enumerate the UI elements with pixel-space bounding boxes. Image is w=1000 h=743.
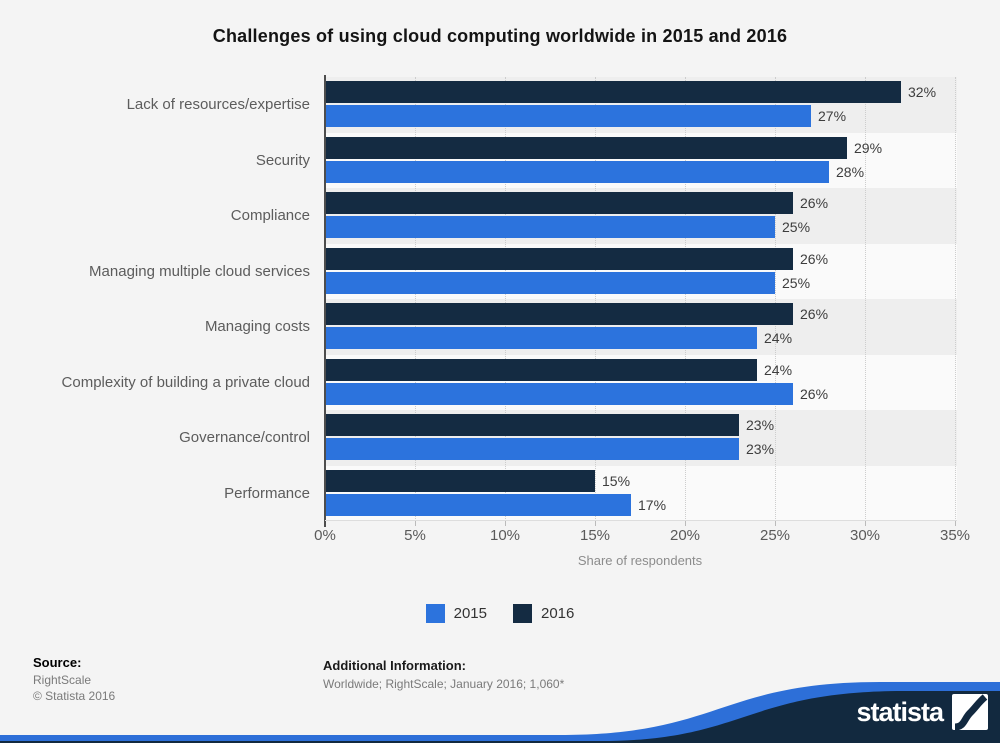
gridline — [955, 77, 956, 521]
category-label: Lack of resources/expertise — [126, 96, 310, 113]
statista-wordmark: statista — [856, 696, 944, 727]
legend: 2015 2016 — [0, 604, 1000, 623]
value-label-2016: 24% — [764, 361, 793, 378]
x-tick-label: 35% — [939, 527, 971, 544]
bar-2015 — [325, 271, 775, 294]
x-tick — [595, 521, 596, 526]
x-tick-label: 5% — [404, 527, 426, 544]
value-label-2015: 28% — [836, 163, 865, 180]
x-tick-label: 25% — [759, 527, 791, 544]
statista-logo: statista — [856, 694, 988, 730]
gridline — [595, 77, 596, 521]
bar-2015 — [325, 105, 811, 127]
bar-2016 — [325, 247, 793, 270]
category-label: Security — [255, 151, 310, 169]
category-label: Governance/control — [179, 429, 310, 446]
x-tick — [685, 521, 686, 526]
gridline — [415, 77, 416, 521]
statista-slope-icon — [952, 694, 988, 730]
legend-label: 2015 — [453, 605, 487, 622]
category-label: Complexity of building a private cloud — [61, 373, 310, 391]
x-tick-label: 0% — [314, 527, 336, 544]
statista-wave-decoration — [0, 682, 1000, 743]
chart-title: Challenges of using cloud computing worl… — [212, 26, 788, 46]
value-label-2016: 15% — [602, 472, 631, 489]
x-axis-baseline — [325, 520, 957, 521]
bar-2015 — [325, 327, 757, 349]
value-label-2015: 17% — [638, 496, 667, 513]
legend-swatch-2015 — [425, 604, 445, 623]
gridline — [505, 77, 506, 521]
x-tick — [865, 521, 866, 526]
value-label-2015: 27% — [818, 108, 847, 124]
category-label: Performance — [224, 484, 310, 502]
gridline — [685, 77, 686, 521]
value-label-2016: 23% — [746, 417, 775, 433]
bar-2016 — [325, 469, 595, 492]
x-tick-zero — [324, 521, 326, 527]
bar-2016 — [325, 192, 793, 214]
bar-2015 — [325, 382, 793, 405]
value-label-2015: 23% — [746, 441, 775, 457]
x-tick — [415, 521, 416, 526]
x-axis-title: Share of respondents — [577, 553, 703, 568]
x-tick-label: 20% — [669, 527, 701, 544]
value-label-2015: 25% — [782, 274, 811, 291]
y-axis-line — [324, 75, 326, 526]
x-tick-label: 30% — [849, 527, 881, 544]
bar-2015 — [325, 160, 829, 183]
value-label-2015: 26% — [800, 385, 829, 402]
value-label-2016: 29% — [854, 139, 883, 156]
bar-2016 — [325, 303, 793, 325]
category-label: Managing multiple cloud services — [89, 262, 310, 280]
x-axis-ticks — [324, 521, 957, 527]
x-tick — [775, 521, 776, 526]
plot-area: 32% 27% 29% 28% 26% 25% 26% 25% 26% 24% 24% 26% 23% 2… — [325, 77, 957, 521]
bar-2016 — [325, 81, 901, 103]
category-label: Managing costs — [204, 318, 310, 335]
value-label-2016: 26% — [800, 195, 829, 211]
legend-label: 2016 — [541, 605, 575, 622]
wave-navy-body — [0, 691, 1000, 743]
legend-swatch-2016 — [513, 604, 532, 623]
x-tick-label: 10% — [489, 527, 521, 544]
category-axis: Lack of resources/expertise Security Compl… — [0, 77, 310, 521]
legend-item-2015: 2015 — [425, 604, 487, 623]
bar-2016 — [325, 358, 757, 381]
legend-item-2016: 2016 — [513, 604, 574, 623]
x-tick — [955, 521, 956, 526]
value-label-2016: 26% — [800, 306, 829, 322]
x-axis-tick-labels: 0% 5% 10% 15% 20% 25% 30% 35% — [314, 527, 970, 545]
x-tick-label: 15% — [579, 527, 611, 544]
gridline — [775, 77, 776, 521]
x-tick — [505, 521, 506, 526]
bar-2015 — [325, 438, 739, 460]
category-label: Compliance — [230, 207, 310, 224]
gridline — [865, 77, 866, 521]
value-label-2015: 25% — [782, 219, 811, 235]
value-label-2016: 32% — [908, 84, 937, 100]
value-label-2015: 24% — [764, 330, 793, 346]
bar-2015 — [325, 216, 775, 238]
value-label-2016: 26% — [800, 250, 829, 267]
bar-2016 — [325, 414, 739, 436]
bar-2015 — [325, 493, 631, 516]
bar-2016 — [325, 136, 847, 159]
